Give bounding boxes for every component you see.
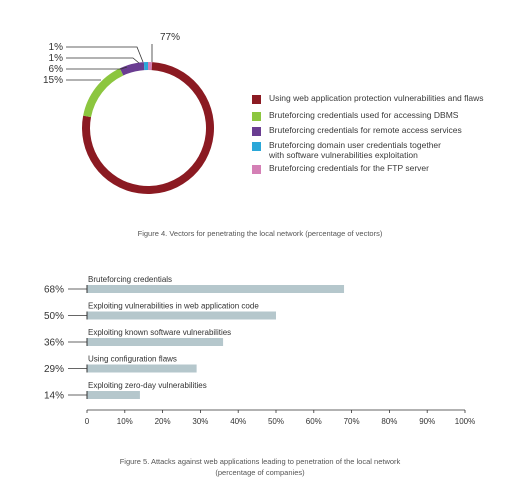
x-tick-label: 50% [268,417,284,426]
donut-callout-line [66,57,140,64]
x-tick-label: 90% [419,417,435,426]
donut-slice [148,62,153,71]
x-tick-label: 60% [306,417,322,426]
figure5-caption-line1: Figure 5. Attacks against web applicatio… [119,457,401,466]
legend-swatch [252,165,261,174]
legend-item: Bruteforcing credentials used for access… [252,110,519,121]
x-tick-label: 40% [230,417,246,426]
bar [87,285,345,293]
donut-chart: 77%1%1%6%15% [43,32,214,195]
x-tick-label: 20% [155,417,171,426]
figure4-caption: Figure 4. Vectors for penetrating the lo… [137,229,383,238]
bar-category-label: Using configuration flaws [88,355,177,364]
x-tick-label: 70% [344,417,360,426]
bar-category-label: Bruteforcing credentials [88,275,172,284]
legend-swatch [252,112,261,121]
bar-chart: 0 10% 20% 30% 40% 50% 60% 70% 80% 90% 100% Brutefor… [44,275,475,426]
donut-slice [143,62,148,71]
figure5-caption: Figure 5. Attacks against web applicatio… [20,456,500,478]
donut-callout-label: 15% [43,75,63,86]
donut-slice [119,62,145,76]
x-tick-label: 80% [381,417,397,426]
x-tick-label: 0 [85,417,90,426]
figure5-caption-line2: (percentage of companies) [215,468,305,477]
legend-label: Bruteforcing credentials used for access… [269,110,459,120]
legend-label: Bruteforcing credentials for remote acce… [269,125,462,135]
x-tick-label: 100% [455,417,475,426]
bar-value-label: 68% [44,285,64,296]
donut-callout-label: 6% [49,64,64,75]
legend-label: Using web application protection vulnera… [269,93,484,103]
legend-swatch [252,95,261,104]
donut-callout-label: 1% [49,42,64,53]
legend-item: Bruteforcing credentials for the FTP ser… [252,163,519,174]
legend-item: Bruteforcing domain user credentials tog… [252,140,519,160]
bar [87,391,140,399]
bar [87,364,197,373]
bar-value-label: 36% [44,338,64,349]
legend-item: Bruteforcing credentials for remote acce… [252,125,519,136]
bar-category-label: Exploiting zero-day vulnerabilities [88,381,207,390]
bar-value-label: 14% [44,391,64,402]
bar-category-label: Exploiting vulnerabilities in web applic… [88,302,259,311]
donut-callout-line [66,66,128,70]
x-tick-label: 30% [192,417,208,426]
legend-item: Using web application protection vulnera… [252,93,519,104]
donut-slice [83,68,124,118]
legend-label: Bruteforcing credentials for the FTP ser… [269,163,429,173]
donut-callout-line [66,46,144,63]
donut-callout-label: 1% [49,53,64,64]
bar-value-label: 29% [44,364,64,375]
legend-label: Bruteforcing domain user credentials tog… [269,140,441,160]
legend-swatch [252,142,261,151]
legend-swatch [252,127,261,136]
bar [87,311,276,320]
bar [87,338,224,346]
donut-top-label: 77% [160,32,180,43]
bar-category-label: Exploiting known software vulnerabilitie… [88,328,231,337]
x-tick-label: 10% [117,417,133,426]
bar-value-label: 50% [44,311,64,322]
